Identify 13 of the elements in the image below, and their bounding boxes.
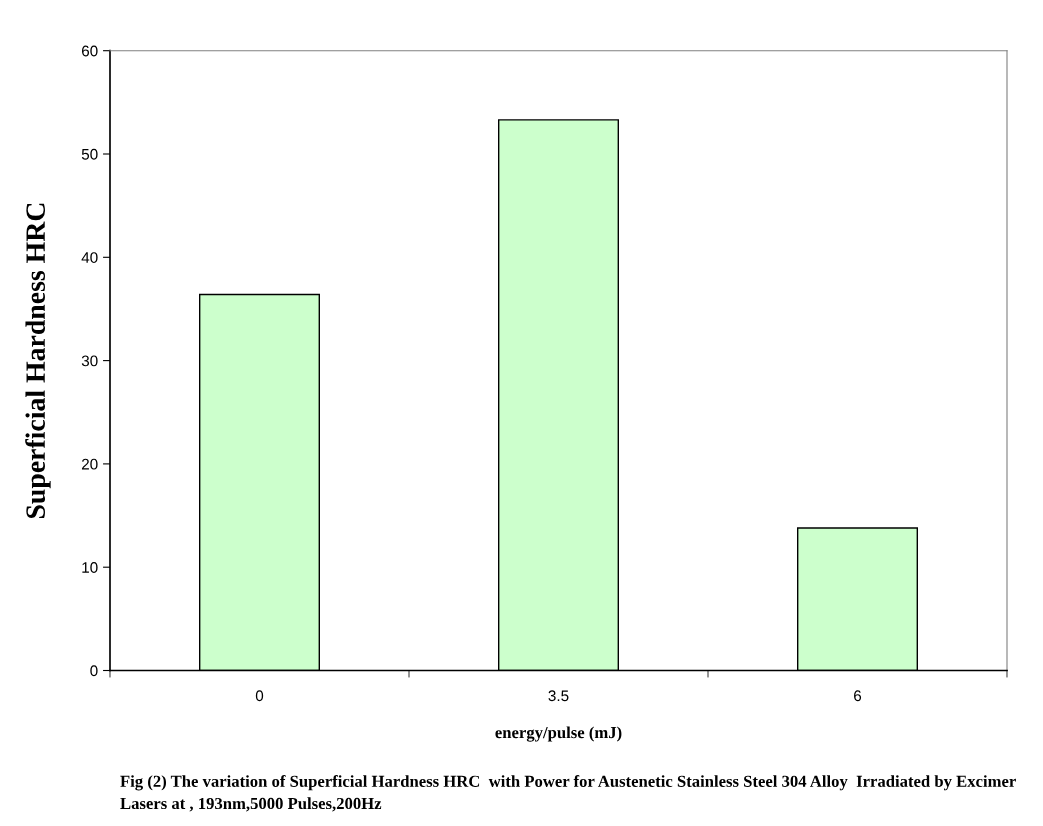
y-tick-label: 60 (81, 45, 98, 57)
x-tick-label: 0 (255, 690, 264, 702)
y-tick-label: 10 (82, 562, 98, 573)
text: Fig (2) The variation of Superficial Hardness HRC with Power for Austenetic Stainless Steel 304 Alloy Irradiated by Excimer Lasers at , 193nm,5000 Pulses,200Hz (120, 775, 1016, 812)
y-tick-label: 20 (81, 458, 98, 470)
x-axis-title: energy/pulse (mJ) (495, 726, 622, 742)
y-tick-label: 50 (81, 148, 98, 160)
y-tick-label: 0 (90, 665, 98, 677)
y-tick-label: 40 (81, 252, 98, 263)
y-tick-label: 30 (81, 355, 98, 367)
x-tick-label: 3.5 (548, 690, 569, 702)
y-axis-title: Superficial Hardness HRC (25, 203, 51, 519)
x-tick-label: 6 (854, 690, 862, 702)
